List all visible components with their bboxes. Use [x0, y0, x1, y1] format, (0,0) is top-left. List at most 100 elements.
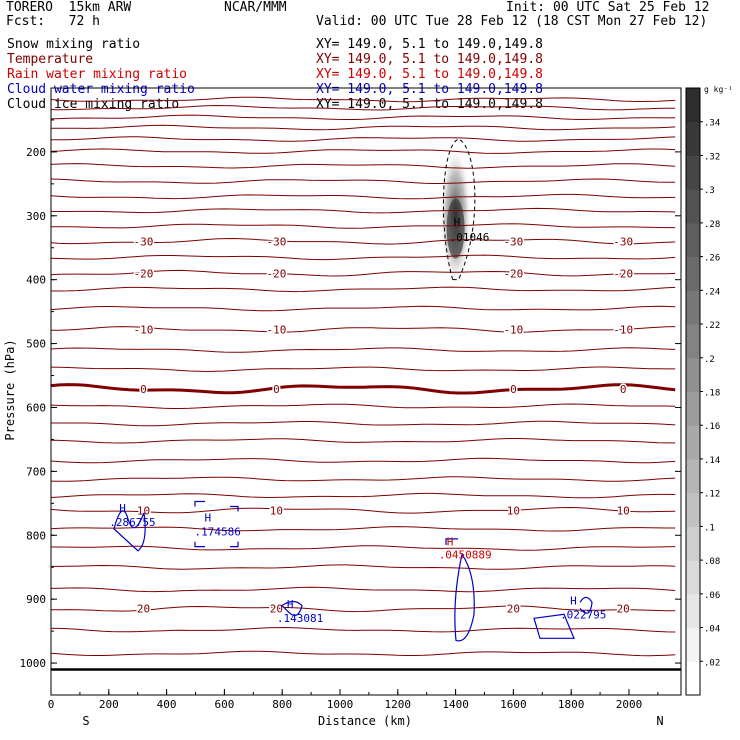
temperature-contour	[51, 104, 676, 111]
x-tick-label: 0	[48, 698, 55, 711]
colorbar-tick-label: .12	[704, 490, 720, 500]
x-tick-label: 1400	[442, 698, 469, 711]
cloud-water-max-marker: H	[570, 595, 577, 608]
colorbar-bin	[686, 492, 700, 527]
temperature-contour-label: 10	[137, 504, 150, 517]
y-tick-label: 300	[26, 210, 46, 223]
temperature-contour	[51, 420, 676, 427]
temperature-contour-label: 20	[137, 603, 150, 616]
temperature-contour	[51, 193, 676, 200]
temperature-contour-label: 10	[270, 504, 283, 517]
x-tick-label: 2000	[616, 698, 643, 711]
temperature-contour-label: 0	[510, 383, 517, 396]
colorbar-tick-label: .04	[704, 625, 720, 635]
temperature-contour	[51, 366, 676, 373]
cloud-water-max-marker: H	[205, 512, 212, 525]
temperature-contour-label: -20	[266, 267, 286, 280]
temperature-contour-label: 10	[617, 504, 630, 517]
org-label: NCAR/MMM	[224, 0, 287, 15]
y-tick-label: 600	[26, 401, 46, 414]
temperature-contour-labeled	[51, 326, 676, 333]
temperature-contour	[51, 586, 676, 593]
temperature-contour-labeled	[51, 605, 676, 613]
colorbar-bin	[686, 357, 700, 392]
temperature-contour	[51, 305, 676, 312]
temperature-contour	[51, 148, 676, 154]
colorbar-tick-label: .18	[704, 389, 720, 399]
colorbar-tick-label: .3	[704, 186, 715, 196]
colorbar-tick-label: .1	[704, 523, 715, 533]
temperature-contour	[51, 114, 676, 121]
temperature-contour-label: 0	[140, 383, 147, 396]
colorbar-bin	[686, 222, 700, 258]
temperature-contour-label: -30	[503, 235, 523, 248]
temperature-contour	[51, 650, 676, 657]
south-endpoint-label: S	[82, 714, 89, 728]
init-time: Init: 00 UTC Sat 25 Feb 12	[506, 0, 710, 15]
temperature-contour	[51, 124, 676, 131]
colorbar-bin	[686, 121, 700, 156]
temperature-contour-label: -20	[503, 267, 523, 280]
legend-xy: XY= 149.0, 5.1 to 149.0,149.8	[316, 67, 543, 82]
temperature-contour-label: 0	[273, 383, 280, 396]
valid-time: Valid: 00 UTC Tue 28 Feb 12 (18 CST Mon …	[316, 14, 708, 29]
colorbar-bin	[686, 526, 700, 561]
temperature-contour	[51, 178, 676, 184]
legend-label: Snow mixing ratio	[7, 37, 140, 52]
temperature-contour	[51, 286, 676, 293]
colorbar-unit: g kg⁻¹	[704, 85, 733, 94]
legend-label: Rain water mixing ratio	[7, 67, 187, 82]
temperature-contour	[51, 492, 676, 499]
colorbar-bin	[686, 189, 700, 224]
temperature-contour	[51, 136, 676, 142]
colorbar-tick-label: .22	[704, 321, 720, 331]
temperature-contour-label: -30	[134, 235, 154, 248]
rain-max-marker: H	[447, 535, 454, 548]
temperature-contour-label: -20	[134, 267, 154, 280]
colorbar-tick-label: .02	[704, 658, 720, 668]
temperature-contour	[51, 207, 676, 214]
rain-max-value: .0450889	[439, 548, 492, 561]
cloud-water-max-value: .286755	[109, 516, 155, 529]
temperature-contour	[51, 476, 676, 482]
y-tick-label: 500	[26, 338, 46, 351]
x-tick-label: 400	[157, 698, 177, 711]
cloud-water-max-value: .143081	[277, 612, 323, 625]
x-tick-label: 200	[99, 698, 119, 711]
colorbar-bin	[686, 560, 700, 595]
temperature-contour	[51, 223, 676, 229]
north-endpoint-label: N	[656, 714, 663, 728]
cloud-water-max-marker: H	[119, 502, 126, 515]
y-tick-label: 200	[26, 146, 46, 159]
temperature-contour	[51, 96, 676, 103]
legend-label: Cloud ice mixing ratio	[7, 97, 179, 112]
legend-label: Temperature	[7, 52, 93, 67]
colorbar-tick-label: .34	[704, 119, 720, 129]
x-tick-label: 1600	[500, 698, 527, 711]
x-tick-label: 600	[214, 698, 234, 711]
temperature-contour	[51, 347, 676, 353]
snow-core	[446, 198, 465, 259]
cloud-water-contour	[445, 538, 475, 642]
x-tick-label: 1200	[385, 698, 412, 711]
colorbar-tick-label: .2	[704, 355, 715, 365]
x-tick-label: 1000	[327, 698, 354, 711]
model-title: TORERO 15km ARW	[6, 0, 132, 15]
temperature-contour	[51, 438, 676, 444]
temperature-contour	[51, 526, 676, 532]
temperature-contour-label: 20	[507, 603, 520, 616]
y-tick-label: 1000	[20, 657, 47, 670]
temperature-contour	[51, 457, 676, 464]
cloud-water-contour	[194, 500, 239, 548]
x-tick-label: 1800	[558, 698, 585, 711]
cloud-water-max-value: .174586	[195, 526, 241, 539]
colorbar-tick-label: .28	[704, 220, 720, 230]
plot-area: -30 -30 -30 -30 -20 -20 -20 -20 -10 -10 -10 -10 0 0 0 0…	[51, 96, 681, 671]
cloud-water-max-value: .022795	[560, 609, 606, 622]
colorbar-bin	[686, 324, 700, 359]
y-tick-label: 800	[26, 529, 46, 542]
cloud-water-contour	[113, 510, 146, 552]
temperature-contour	[51, 163, 676, 169]
temperature-contour-label: 10	[507, 504, 520, 517]
